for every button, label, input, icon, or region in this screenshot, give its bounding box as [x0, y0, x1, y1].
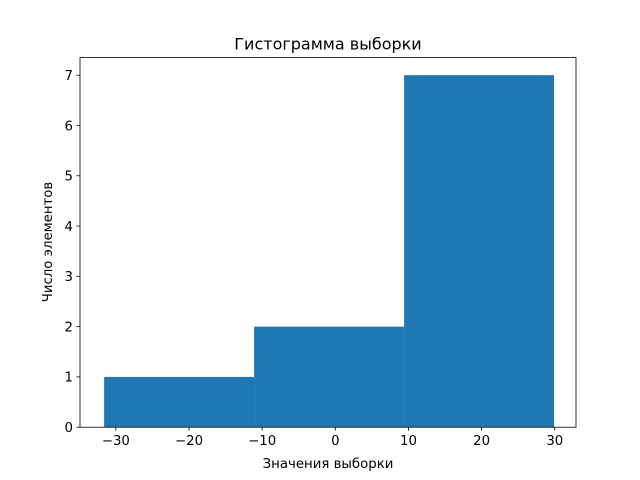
- histogram-bar: [404, 75, 555, 428]
- y-axis-ticks: 0 1 2 3 4 5 6 7: [65, 69, 80, 436]
- y-tick-label: 4: [65, 220, 73, 235]
- y-tick-label: 0: [65, 421, 73, 436]
- chart-title: Гистограмма выборки: [234, 35, 421, 54]
- bars: [104, 75, 555, 428]
- x-axis-ticks: −30 −20 −10 0 10 20 30: [102, 427, 563, 449]
- x-tick-label: 10: [400, 434, 417, 449]
- y-tick-label: 7: [65, 69, 73, 84]
- x-tick-label: 30: [546, 434, 563, 449]
- y-tick-label: 6: [65, 119, 73, 134]
- x-tick-label: 0: [331, 434, 339, 449]
- x-axis-label: Значения выборки: [263, 456, 394, 472]
- x-tick-label: −20: [175, 434, 203, 449]
- histogram-bar: [104, 376, 255, 428]
- y-tick-label: 3: [65, 270, 73, 285]
- axes-frame: [79, 57, 577, 428]
- y-tick-label: 5: [65, 170, 73, 185]
- y-tick-label: 1: [65, 371, 73, 386]
- x-tick-label: −10: [248, 434, 276, 449]
- y-tick-label: 2: [65, 320, 73, 335]
- y-axis-label: Число элементов: [41, 182, 56, 303]
- x-tick-label: −30: [102, 434, 130, 449]
- x-tick-label: 20: [473, 434, 490, 449]
- histogram-bar: [254, 326, 405, 428]
